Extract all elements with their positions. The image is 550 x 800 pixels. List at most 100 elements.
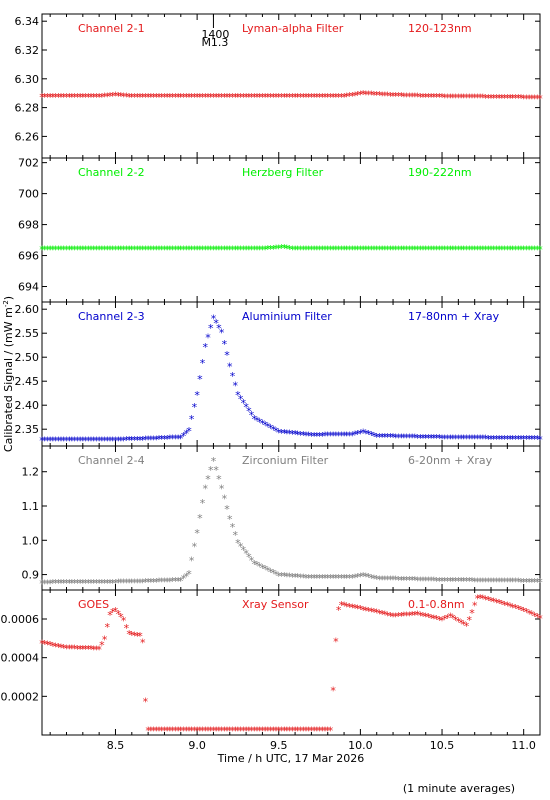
data-point: * <box>475 593 481 606</box>
data-point: * <box>298 725 304 738</box>
data-point: * <box>134 576 140 589</box>
data-point: * <box>181 725 187 738</box>
data-point: * <box>292 428 298 441</box>
data-point: * <box>181 430 187 443</box>
data-point: * <box>77 91 83 104</box>
data-point: * <box>107 434 113 447</box>
data-point: * <box>64 435 70 448</box>
data-point: * <box>390 244 396 257</box>
data-point: * <box>47 91 53 104</box>
data-point: * <box>134 630 140 643</box>
data-point: * <box>254 244 260 257</box>
data-point: * <box>238 725 244 738</box>
data-point: * <box>224 503 230 516</box>
data-point: * <box>235 244 241 257</box>
data-point: * <box>450 244 456 257</box>
data-point: * <box>496 92 502 105</box>
data-point: * <box>200 244 206 257</box>
data-point: * <box>192 244 198 257</box>
data-point: * <box>491 596 497 609</box>
data-point: * <box>145 576 151 589</box>
data-point: * <box>420 574 426 587</box>
data-point: * <box>271 725 277 738</box>
data-point: * <box>491 92 497 105</box>
data-point: * <box>371 430 377 443</box>
data-point: * <box>442 613 448 626</box>
data-point: * <box>330 430 336 443</box>
data-point: * <box>486 433 492 446</box>
data-point: * <box>281 570 287 583</box>
data-point: * <box>371 244 377 257</box>
data-point: * <box>143 434 149 447</box>
data-point: * <box>265 421 271 434</box>
data-point: * <box>115 577 121 590</box>
data-point: * <box>428 612 434 625</box>
data-point: * <box>396 574 402 587</box>
data-point: * <box>113 244 119 257</box>
data-point: * <box>77 643 83 656</box>
data-point: * <box>290 428 296 441</box>
y-tick-label: 2.35 <box>15 423 40 436</box>
data-point: * <box>469 575 475 588</box>
data-point: * <box>437 575 443 588</box>
data-point: * <box>518 244 524 257</box>
data-point: * <box>279 725 285 738</box>
data-point: * <box>507 433 513 446</box>
data-point: * <box>510 601 516 614</box>
data-point: * <box>110 90 116 103</box>
data-point: * <box>415 244 421 257</box>
data-point: * <box>475 244 481 257</box>
data-point: * <box>339 91 345 104</box>
data-point: * <box>211 244 217 257</box>
data-point: * <box>167 575 173 588</box>
data-point: * <box>407 574 413 587</box>
data-point: * <box>453 575 459 588</box>
data-point: * <box>134 91 140 104</box>
data-point: * <box>281 427 287 440</box>
data-point: * <box>388 431 394 444</box>
data-point: * <box>230 521 236 534</box>
data-point: * <box>355 89 361 102</box>
data-point: * <box>475 433 481 446</box>
data-point: * <box>518 433 524 446</box>
data-point: * <box>458 91 464 104</box>
data-point: * <box>186 725 192 738</box>
data-point: * <box>96 577 102 590</box>
data-point: * <box>208 91 214 104</box>
data-point: * <box>521 605 527 618</box>
data-point: * <box>292 571 298 584</box>
data-point: * <box>409 91 415 104</box>
data-point: * <box>276 570 282 583</box>
data-point: * <box>197 373 203 386</box>
data-point: * <box>235 725 241 738</box>
data-point: * <box>499 433 505 446</box>
data-point: * <box>311 244 317 257</box>
data-point: * <box>445 244 451 257</box>
data-point: * <box>447 432 453 445</box>
data-point: * <box>374 573 380 586</box>
data-point: * <box>437 432 443 445</box>
data-point: * <box>235 91 241 104</box>
data-point: * <box>227 91 233 104</box>
data-point: * <box>132 577 138 590</box>
data-point: * <box>450 575 456 588</box>
data-point: * <box>287 428 293 441</box>
data-point: * <box>83 244 89 257</box>
data-point: * <box>341 91 347 104</box>
data-point: * <box>306 725 312 738</box>
data-point: * <box>102 434 108 447</box>
data-point: * <box>86 643 92 656</box>
x-tick-label: 9.5 <box>270 739 288 752</box>
data-point: * <box>466 244 472 257</box>
data-point: * <box>521 244 527 257</box>
data-point: * <box>349 601 355 614</box>
data-point: * <box>341 600 347 613</box>
data-point: * <box>295 91 301 104</box>
data-point: * <box>431 244 437 257</box>
y-tick-label: 2.45 <box>15 375 40 388</box>
data-point: * <box>393 574 399 587</box>
data-point: * <box>322 725 328 738</box>
data-point: * <box>213 91 219 104</box>
data-point: * <box>309 91 315 104</box>
data-point: * <box>537 92 543 105</box>
